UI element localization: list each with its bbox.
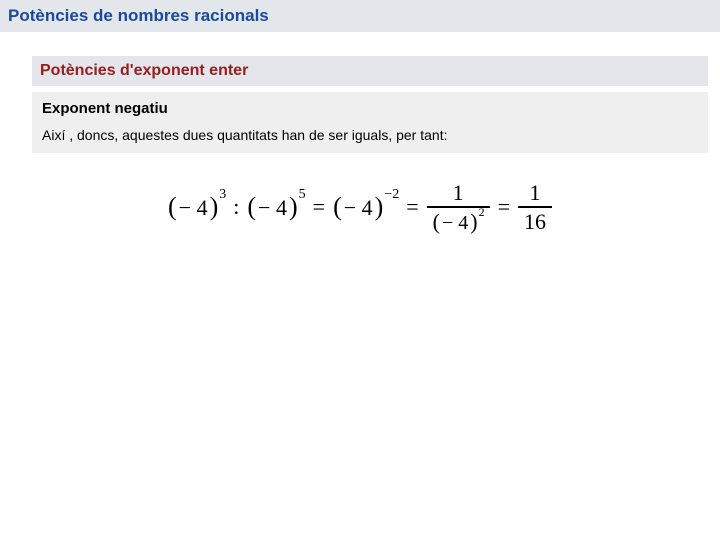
base: − 4	[177, 195, 210, 221]
section-title-bar: Potències d'exponent enter	[32, 56, 708, 86]
math-formula: ( − 4 ) 3 : ( − 4 ) 5 = ( − 4 ) −2 = 1 (	[168, 181, 552, 233]
denominator: 16	[518, 210, 552, 233]
denominator: ( − 4 ) 2	[427, 210, 490, 233]
formula-container: ( − 4 ) 3 : ( − 4 ) 5 = ( − 4 ) −2 = 1 (	[0, 181, 720, 233]
exponent: 5	[299, 187, 306, 203]
numerator: 1	[524, 181, 547, 204]
equals-sign: =	[496, 194, 512, 220]
fraction-rhs2: 1 ( − 4 ) 2	[427, 181, 490, 233]
section-title: Potències d'exponent enter	[40, 62, 248, 79]
fraction-bar	[518, 206, 552, 208]
base: − 4	[256, 195, 289, 221]
right-paren: )	[289, 194, 298, 220]
left-paren: (	[433, 211, 440, 233]
right-paren: )	[210, 194, 219, 220]
page-title: Potències de nombres racionals	[8, 6, 269, 25]
equals-sign: =	[404, 194, 420, 220]
left-paren: (	[247, 194, 256, 220]
equals-sign: =	[311, 194, 327, 220]
base: − 4	[440, 213, 470, 234]
left-paren: (	[168, 194, 177, 220]
content-block: Exponent negatiu Així , doncs, aquestes …	[32, 92, 708, 153]
exponent: 3	[219, 187, 226, 203]
term-lhs2: ( − 4 ) 5	[247, 194, 304, 220]
sub-heading: Exponent negatiu	[42, 100, 698, 117]
exponent: 2	[479, 206, 485, 219]
numerator: 1	[447, 181, 470, 204]
term-lhs1: ( − 4 ) 3	[168, 194, 225, 220]
spacer	[0, 34, 720, 56]
exponent: −2	[384, 187, 399, 203]
base: − 4	[342, 195, 375, 221]
division-op: :	[231, 194, 241, 220]
fraction-rhs3: 1 16	[518, 181, 552, 233]
left-paren: (	[333, 194, 342, 220]
right-paren: )	[470, 211, 477, 233]
body-text: Així , doncs, aquestes dues quantitats h…	[42, 127, 698, 143]
page-title-bar: Potències de nombres racionals	[0, 0, 720, 34]
right-paren: )	[375, 194, 384, 220]
term-rhs1: ( − 4 ) −2	[333, 194, 398, 220]
den-term: ( − 4 ) 2	[433, 211, 484, 233]
